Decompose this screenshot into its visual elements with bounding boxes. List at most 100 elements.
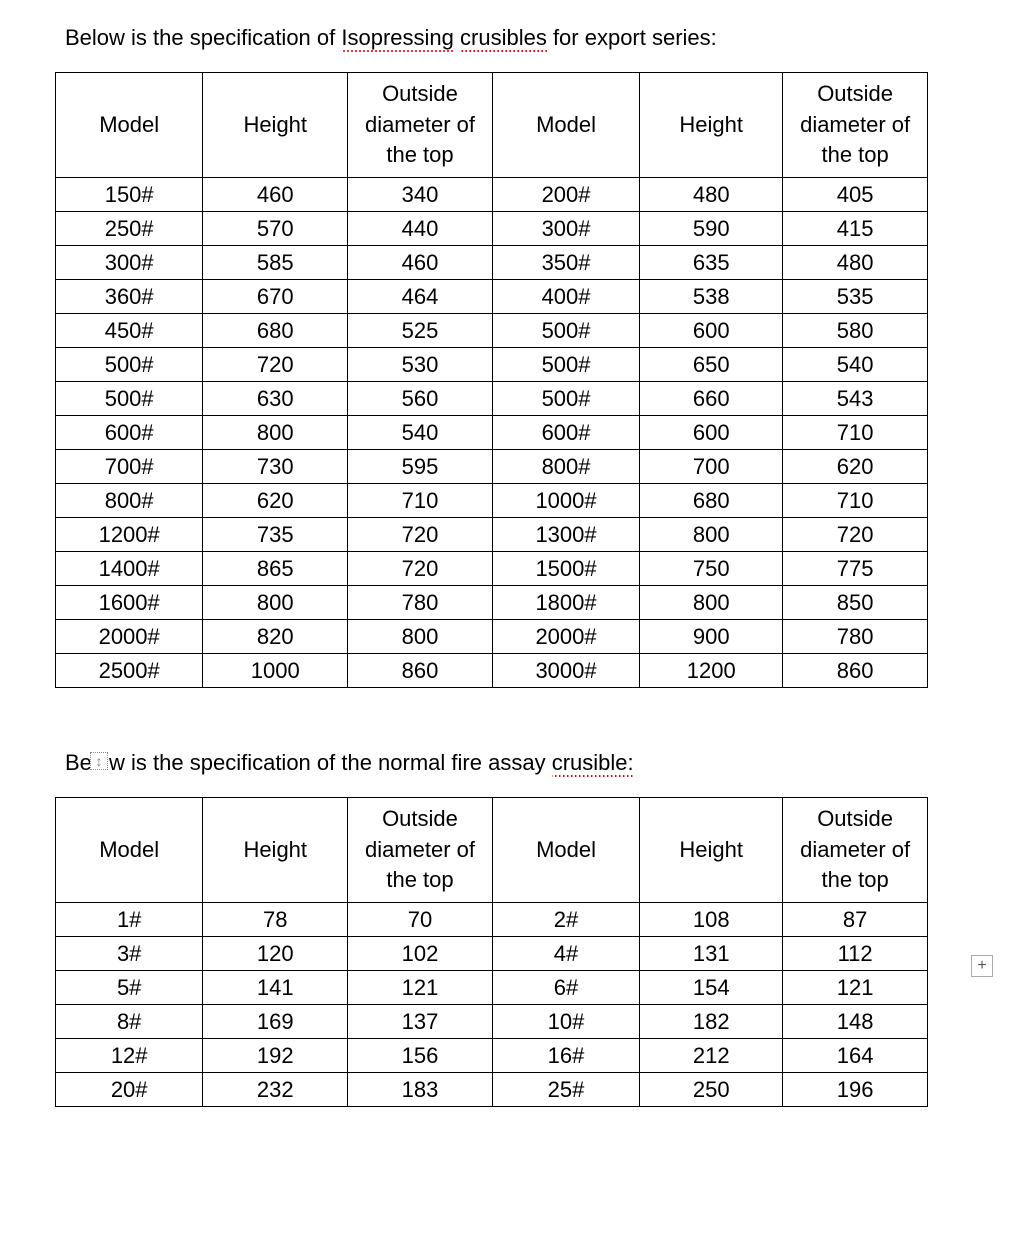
col-height-2: Height	[640, 798, 783, 903]
col-height-2: Height	[640, 73, 783, 178]
table-row: 2500#10008603000#1200860	[56, 654, 928, 688]
table-cell: 102	[348, 937, 493, 971]
table-cell: 460	[348, 246, 493, 280]
table-anchor-icon[interactable]: ↕	[90, 752, 108, 770]
table-cell: 87	[783, 903, 928, 937]
table-row: 8#16913710#182148	[56, 1005, 928, 1039]
col-height-1: Height	[203, 73, 348, 178]
table-cell: 500#	[56, 348, 203, 382]
table-cell: 150#	[56, 178, 203, 212]
table-row: 500#720530500#650540	[56, 348, 928, 382]
table-cell: 300#	[56, 246, 203, 280]
table-cell: 360#	[56, 280, 203, 314]
table-cell: 121	[783, 971, 928, 1005]
heading1-suffix: for export series:	[547, 25, 717, 50]
table-cell: 196	[783, 1073, 928, 1107]
table-cell: 710	[348, 484, 493, 518]
table-cell: 1500#	[492, 552, 639, 586]
table-cell: 1200	[640, 654, 783, 688]
table-row: 500#630560500#660543	[56, 382, 928, 416]
table-cell: 1000#	[492, 484, 639, 518]
table-row: 3#1201024#131112	[56, 937, 928, 971]
table-cell: 775	[783, 552, 928, 586]
table-cell: 500#	[56, 382, 203, 416]
table-cell: 535	[783, 280, 928, 314]
table-cell: 10#	[492, 1005, 639, 1039]
table-cell: 192	[203, 1039, 348, 1073]
table-row: 600#800540600#600710	[56, 416, 928, 450]
table-cell: 680	[640, 484, 783, 518]
table-row: 800#6207101000#680710	[56, 484, 928, 518]
table-cell: 137	[348, 1005, 493, 1039]
heading2-prefix: Below is the specification of the normal…	[65, 750, 552, 775]
table-cell: 12#	[56, 1039, 203, 1073]
heading2-squiggle-1: crusible:	[552, 750, 634, 777]
table-cell: 595	[348, 450, 493, 484]
table-cell: 720	[203, 348, 348, 382]
table-cell: 8#	[56, 1005, 203, 1039]
table-cell: 232	[203, 1073, 348, 1107]
table-row: 20#23218325#250196	[56, 1073, 928, 1107]
table-cell: 2000#	[492, 620, 639, 654]
col-model-2: Model	[492, 798, 639, 903]
table-row: 150#460340200#480405	[56, 178, 928, 212]
table-cell: 800#	[492, 450, 639, 484]
table-header-row: Model Height Outside diameter of the top…	[56, 73, 928, 178]
table-cell: 800#	[56, 484, 203, 518]
table-cell: 650	[640, 348, 783, 382]
col-odtop-1: Outside diameter of the top	[348, 798, 493, 903]
col-odtop-1: Outside diameter of the top	[348, 73, 493, 178]
table-export-series: Model Height Outside diameter of the top…	[55, 72, 928, 688]
table-cell: 720	[348, 552, 493, 586]
table-cell: 121	[348, 971, 493, 1005]
table-cell: 560	[348, 382, 493, 416]
table-cell: 78	[203, 903, 348, 937]
table-normal-fire-assay: Model Height Outside diameter of the top…	[55, 797, 928, 1107]
table-cell: 543	[783, 382, 928, 416]
table-cell: 780	[783, 620, 928, 654]
table-cell: 525	[348, 314, 493, 348]
table-row: 5#1411216#154121	[56, 971, 928, 1005]
table-cell: 141	[203, 971, 348, 1005]
table-cell: 400#	[492, 280, 639, 314]
table-cell: 780	[348, 586, 493, 620]
table-cell: 800	[640, 586, 783, 620]
table-row: 2000#8208002000#900780	[56, 620, 928, 654]
table-cell: 164	[783, 1039, 928, 1073]
table-cell: 300#	[492, 212, 639, 246]
table-cell: 580	[783, 314, 928, 348]
table-cell: 450#	[56, 314, 203, 348]
table-cell: 1400#	[56, 552, 203, 586]
table-cell: 800	[348, 620, 493, 654]
col-model-1: Model	[56, 73, 203, 178]
heading1-squiggle-1: Isopressing	[341, 25, 454, 52]
add-row-icon[interactable]: +	[971, 955, 993, 977]
table-cell: 1#	[56, 903, 203, 937]
col-height-1: Height	[203, 798, 348, 903]
table-cell: 480	[783, 246, 928, 280]
col-odtop-2: Outside diameter of the top	[783, 798, 928, 903]
table-cell: 700#	[56, 450, 203, 484]
table-cell: 1600#	[56, 586, 203, 620]
table-cell: 500#	[492, 348, 639, 382]
table-cell: 590	[640, 212, 783, 246]
table-cell: 415	[783, 212, 928, 246]
table-row: 1400#8657201500#750775	[56, 552, 928, 586]
table-row: 1600#8007801800#800850	[56, 586, 928, 620]
table-cell: 720	[348, 518, 493, 552]
table-cell: 570	[203, 212, 348, 246]
table-row: 12#19215616#212164	[56, 1039, 928, 1073]
table-cell: 620	[783, 450, 928, 484]
table-cell: 1800#	[492, 586, 639, 620]
table-cell: 900	[640, 620, 783, 654]
table-cell: 200#	[492, 178, 639, 212]
col-odtop-2: Outside diameter of the top	[783, 73, 928, 178]
table-cell: 635	[640, 246, 783, 280]
table-row: 1#78702#10887	[56, 903, 928, 937]
table-cell: 70	[348, 903, 493, 937]
table-cell: 340	[348, 178, 493, 212]
table-row: 300#585460350#635480	[56, 246, 928, 280]
table-cell: 820	[203, 620, 348, 654]
table-cell: 730	[203, 450, 348, 484]
table-cell: 20#	[56, 1073, 203, 1107]
